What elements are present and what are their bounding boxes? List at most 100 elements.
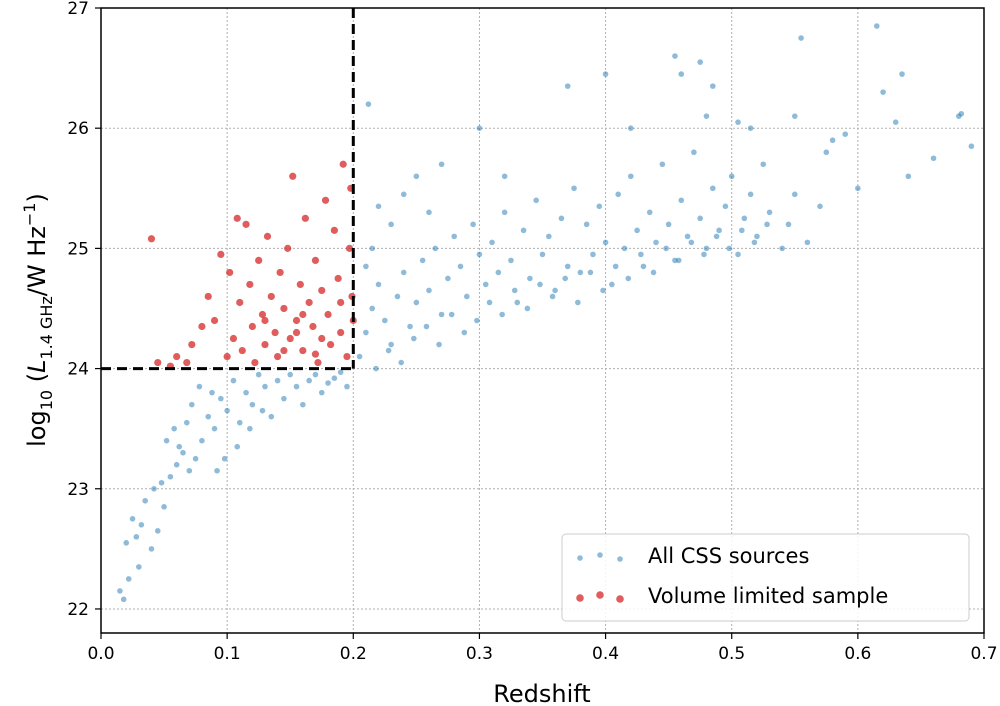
point-all-css-source (779, 245, 785, 252)
point-all-css-source (148, 546, 155, 552)
point-all-css-source (385, 347, 392, 354)
point-all-css-source (602, 239, 609, 246)
point-volume-limited (337, 298, 345, 307)
point-volume-limited (326, 340, 335, 349)
point-volume-limited (276, 268, 284, 277)
point-volume-limited (337, 328, 345, 337)
point-all-css-source (511, 287, 518, 294)
point-volume-limited (198, 322, 206, 331)
point-all-css-source (562, 275, 569, 282)
point-volume-limited (226, 268, 234, 277)
y-tick-label: 25 (67, 239, 89, 259)
point-all-css-source (325, 380, 331, 386)
x-tick-label: 0.5 (718, 644, 745, 664)
point-all-css-source (486, 299, 493, 306)
axes-ticks: 0.0 0.1 0.2 0.3 0.4 0.5 0.6 0.7 22 23 24 25 26 27 (67, 0, 997, 664)
y-axis-title: log10 (L1.4 GHz/W Hz−1) (20, 193, 56, 447)
x-tick-label: 0.1 (214, 644, 241, 664)
point-all-css-source (552, 287, 558, 294)
point-all-css-source (268, 413, 275, 420)
point-all-css-source (125, 576, 132, 582)
point-all-css-source (697, 215, 703, 222)
point-volume-limited (321, 196, 330, 204)
point-volume-limited (246, 280, 254, 289)
point-all-css-source (703, 113, 710, 119)
point-all-css-source (701, 251, 707, 258)
y-tick-label: 23 (67, 480, 89, 500)
point-volume-limited (343, 352, 351, 361)
point-all-css-source (968, 143, 975, 150)
legend-marker-volume-limited (596, 591, 604, 599)
legend-marker-all-sources (597, 552, 603, 558)
point-all-css-source (558, 215, 565, 222)
point-volume-limited (296, 280, 304, 289)
point-all-css-source (281, 395, 287, 402)
point-all-css-source (221, 455, 228, 462)
point-all-css-source (214, 467, 220, 474)
point-all-css-source (451, 233, 458, 240)
point-all-css-source (716, 227, 722, 234)
point-all-css-source (754, 233, 760, 240)
point-all-css-source (398, 359, 405, 366)
point-all-css-source (665, 221, 672, 228)
point-all-css-source (785, 221, 792, 228)
point-all-css-source (590, 251, 596, 258)
point-all-css-source (482, 281, 489, 288)
point-volume-limited (238, 346, 246, 355)
point-all-css-source (609, 281, 615, 288)
legend-marker-all-sources (617, 556, 623, 562)
legend-marker-volume-limited (576, 594, 584, 602)
point-volume-limited (318, 334, 326, 343)
point-all-css-source (678, 197, 685, 204)
point-all-css-source (199, 437, 205, 444)
point-all-css-source (958, 110, 965, 117)
point-volume-limited (280, 346, 288, 355)
point-all-css-source (432, 245, 439, 252)
point-all-css-source (842, 131, 849, 138)
point-volume-limited (251, 358, 259, 367)
y-tick-label: 22 (67, 600, 89, 620)
point-all-css-source (501, 173, 508, 180)
legend-label-volume-limited: Volume limited sample (648, 584, 888, 608)
point-volume-limited (318, 286, 326, 295)
point-all-css-source (138, 522, 145, 528)
y-tick-label: 26 (67, 119, 89, 139)
point-volume-limited (147, 235, 156, 243)
point-all-css-source (419, 257, 426, 264)
point-all-css-source (209, 389, 215, 396)
point-all-css-source (247, 425, 253, 432)
point-all-css-source (546, 233, 552, 240)
point-all-css-source (312, 371, 319, 378)
point-all-css-source (892, 119, 899, 125)
point-volume-limited (311, 256, 320, 265)
y-axis-title-close: ) (23, 193, 51, 202)
point-all-css-source (697, 59, 703, 65)
point-volume-limited (229, 334, 238, 343)
point-all-css-source (375, 203, 382, 210)
point-all-css-source (293, 383, 300, 390)
point-volume-limited (210, 316, 219, 325)
y-axis-title-variable: L (23, 360, 51, 373)
point-all-css-source (873, 23, 880, 29)
point-all-css-source (400, 269, 407, 276)
point-all-css-source (659, 161, 666, 168)
point-all-css-source (382, 317, 388, 324)
point-all-css-source (672, 53, 678, 59)
point-all-css-source (337, 369, 344, 375)
point-all-css-source (255, 371, 262, 378)
point-all-css-source (400, 191, 407, 198)
x-tick-label: 0.3 (466, 644, 493, 664)
point-all-css-source (438, 161, 445, 168)
point-all-css-source (575, 299, 581, 306)
point-all-css-source (520, 227, 527, 234)
point-all-css-source (625, 275, 632, 282)
point-all-css-source (413, 173, 420, 180)
point-all-css-source (373, 365, 379, 372)
point-all-css-source (369, 305, 376, 312)
point-all-css-source (760, 161, 767, 168)
point-all-css-source (344, 383, 350, 390)
point-all-css-source (249, 401, 256, 408)
point-volume-limited (309, 322, 317, 331)
point-volume-limited (255, 256, 263, 265)
point-all-css-source (318, 389, 325, 396)
